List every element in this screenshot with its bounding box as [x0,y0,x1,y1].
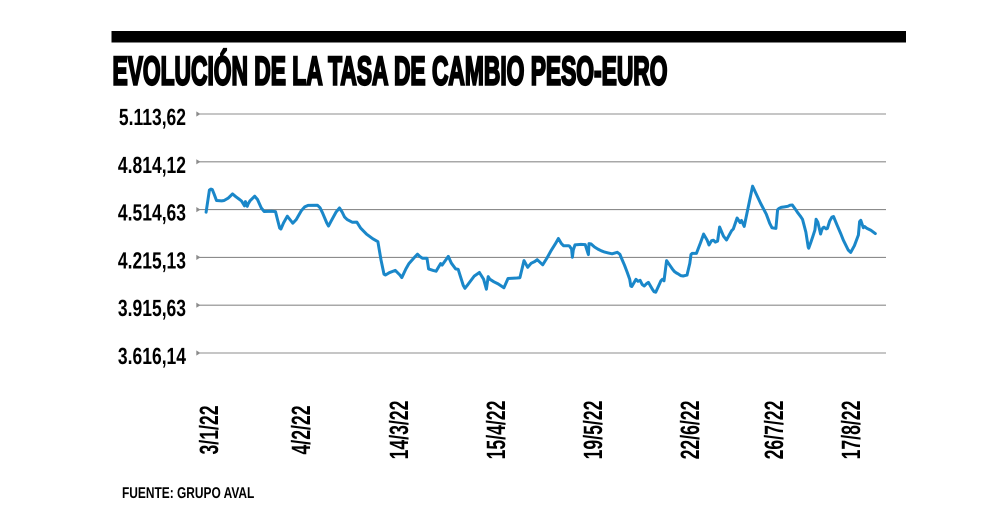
svg-text:17/8/22: 17/8/22 [836,401,866,460]
svg-text:3/1/22: 3/1/22 [194,405,224,454]
svg-text:4.814,12: 4.814,12 [118,152,186,178]
svg-text:4.215,13: 4.215,13 [118,247,186,273]
svg-text:5.113,62: 5.113,62 [119,104,186,130]
svg-text:26/7/22: 26/7/22 [759,401,789,460]
svg-text:4.514,63: 4.514,63 [118,200,186,226]
svg-text:4/2/22: 4/2/22 [286,405,316,454]
svg-text:15/4/22: 15/4/22 [481,401,511,460]
svg-text:3.915,63: 3.915,63 [118,295,186,321]
svg-text:22/6/22: 22/6/22 [675,401,705,460]
svg-text:3.616,14: 3.616,14 [118,343,186,369]
svg-text:14/3/22: 14/3/22 [384,401,414,460]
svg-text:FUENTE: GRUPO AVAL: FUENTE: GRUPO AVAL [122,485,255,502]
svg-text:EVOLUCIÓN DE LA TASA DE CAMBIO: EVOLUCIÓN DE LA TASA DE CAMBIO PESO-EURO [113,49,668,94]
svg-text:19/5/22: 19/5/22 [578,401,608,460]
